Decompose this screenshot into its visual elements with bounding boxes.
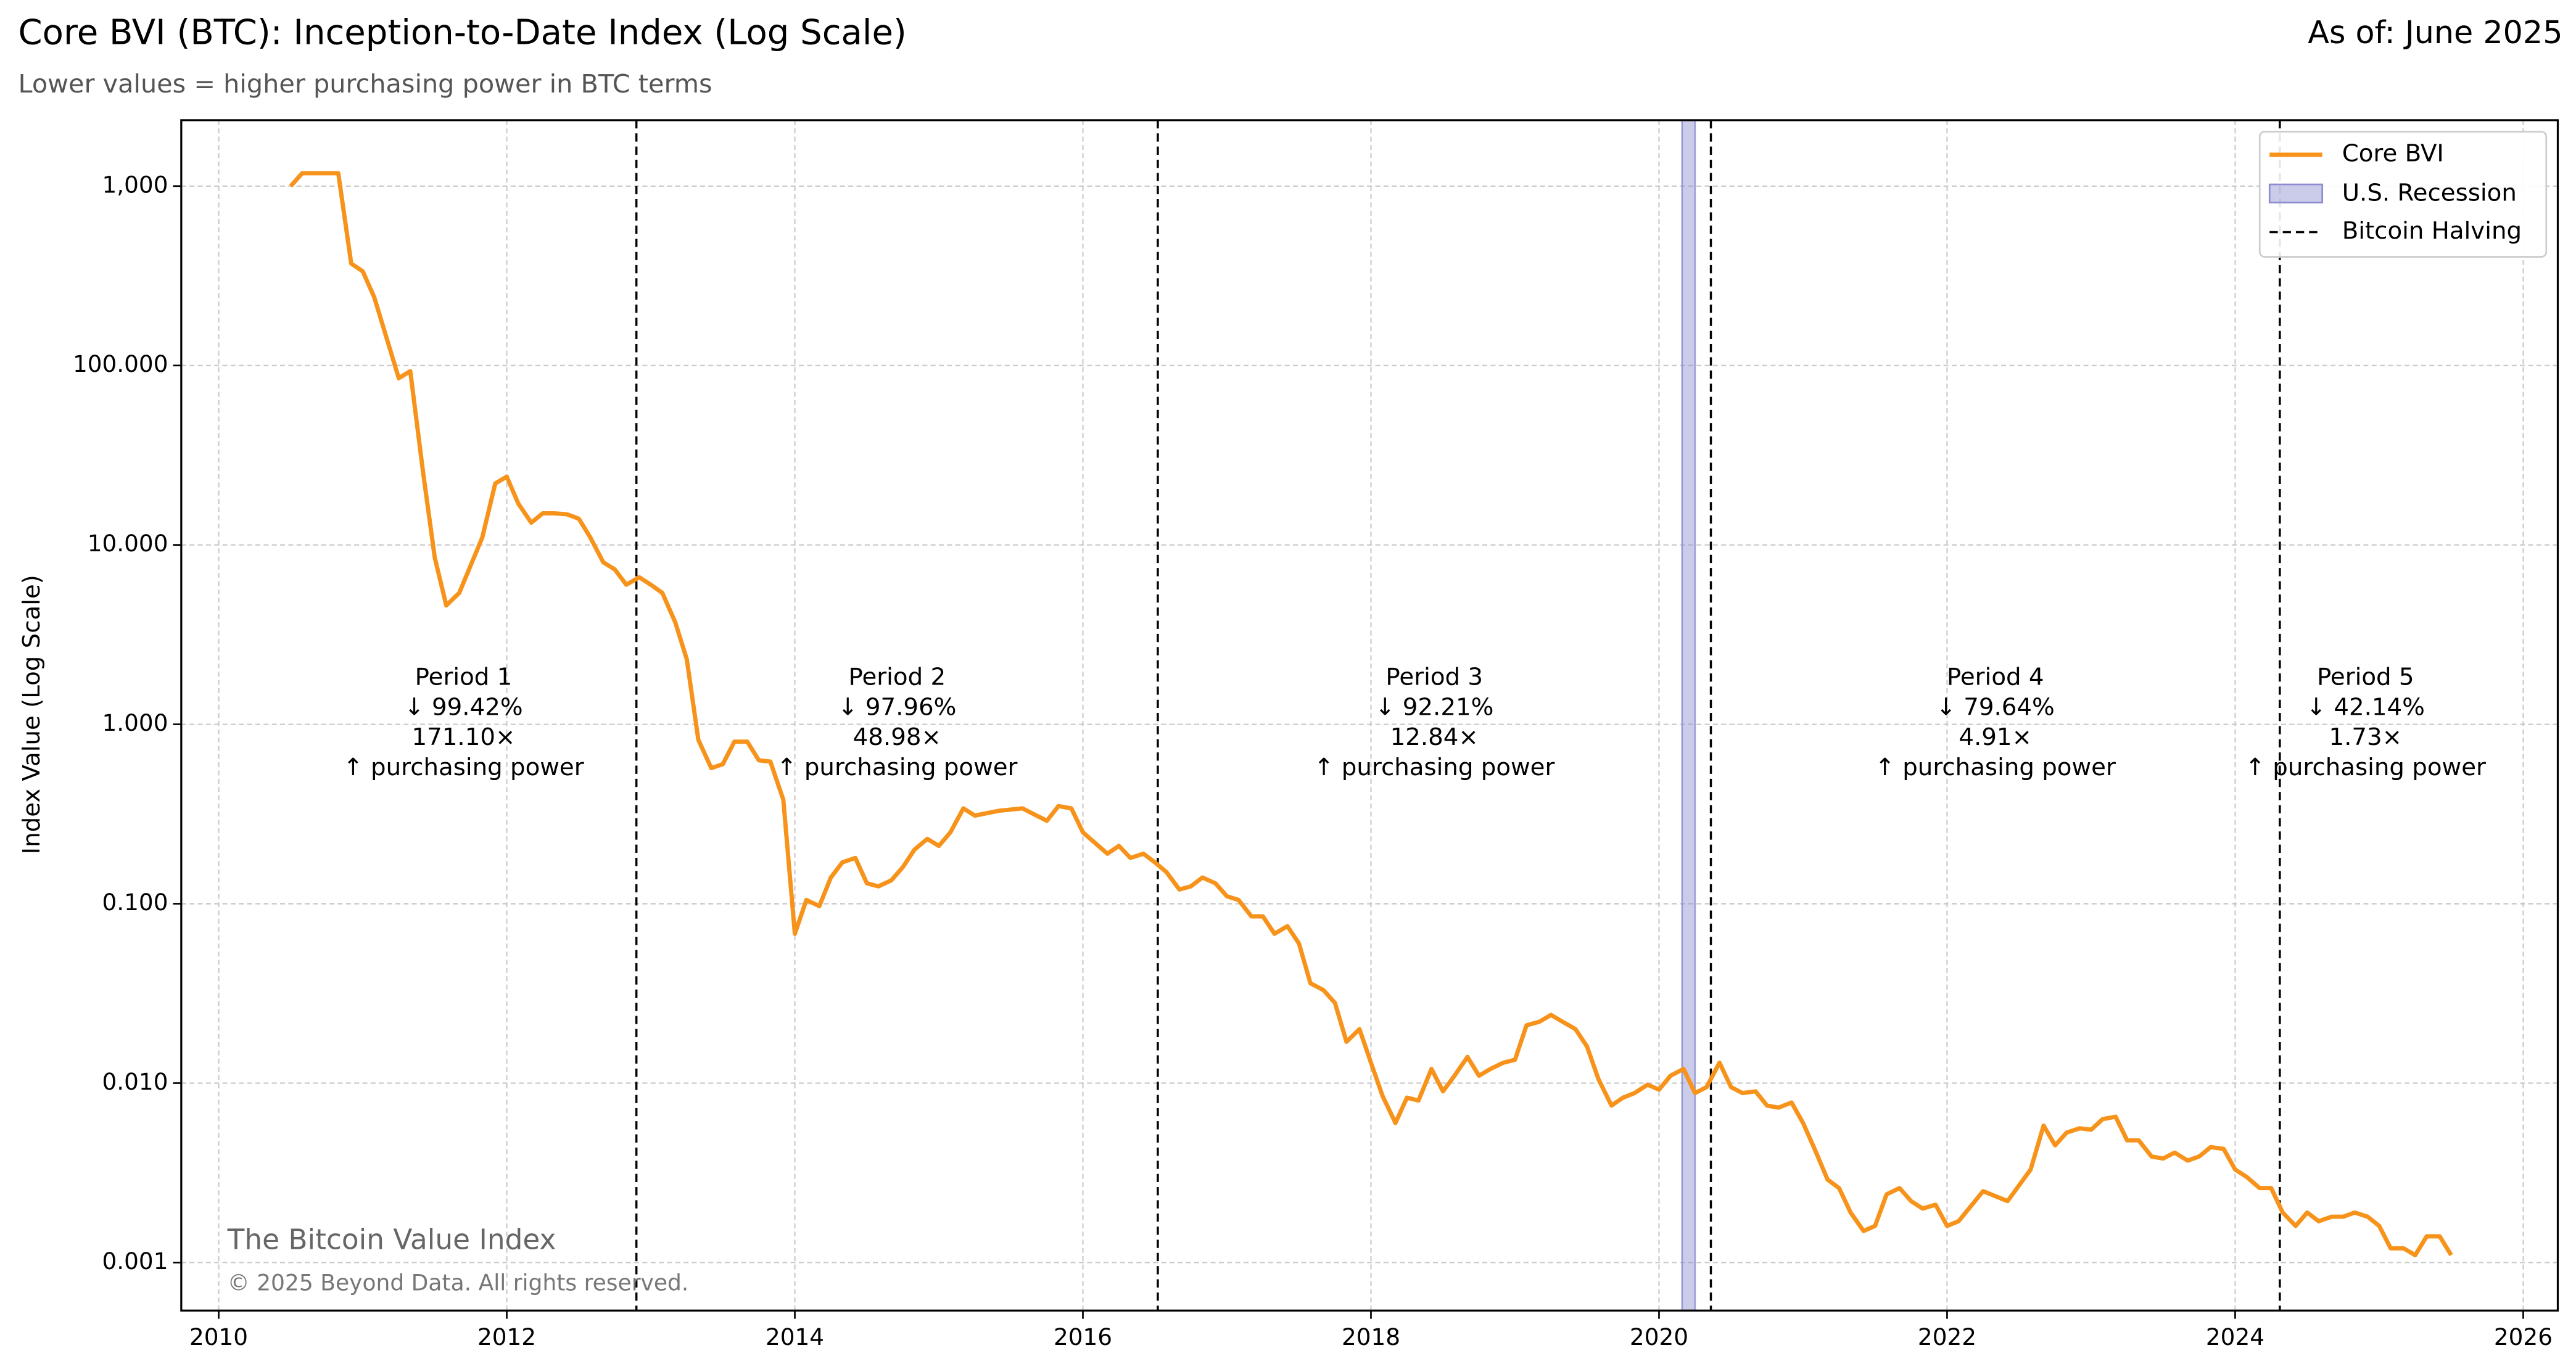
- period-annotation: Period 1: [415, 663, 513, 691]
- period-annotation: 48.98×: [853, 723, 941, 751]
- data-line: [289, 171, 2453, 1257]
- x-tick-label: 2022: [1918, 1323, 1976, 1350]
- y-axis-label: Index Value (Log Scale): [18, 575, 46, 854]
- y-tick-label: 1.000: [102, 709, 168, 736]
- period-annotation: 12.84×: [1390, 723, 1479, 751]
- period-annotation: ↑ purchasing power: [777, 754, 1017, 781]
- period-annotation: ↑ purchasing power: [2245, 754, 2486, 781]
- x-tick-label: 2020: [1630, 1323, 1688, 1350]
- x-tick-label: 2012: [477, 1323, 536, 1350]
- recession-band: [1681, 119, 1696, 1312]
- x-tick-label: 2010: [189, 1323, 248, 1350]
- y-tick-label: 0.100: [102, 889, 168, 916]
- period-annotation: Period 5: [2317, 663, 2414, 691]
- y-tick-label: 0.010: [102, 1068, 168, 1095]
- x-tick-label: 2014: [766, 1323, 824, 1350]
- period-annotation: ↓ 97.96%: [838, 693, 956, 721]
- period-annotation: ↓ 99.42%: [404, 693, 522, 721]
- period-annotation: 171.10×: [412, 723, 516, 751]
- watermark: The Bitcoin Value Index: [227, 1223, 556, 1256]
- x-tick-label: 2026: [2494, 1323, 2553, 1350]
- y-tick-label: 10.000: [88, 530, 168, 557]
- plot-frame: [180, 119, 2559, 1312]
- period-annotation: ↑ purchasing power: [1314, 754, 1554, 781]
- y-tick-label: 1,000: [102, 171, 168, 198]
- x-tick-label: 2016: [1054, 1323, 1112, 1350]
- legend-label: Bitcoin Halving: [2342, 217, 2522, 245]
- legend-box: [2258, 131, 2548, 258]
- legend-swatch: [2268, 183, 2324, 204]
- period-annotation: ↓ 92.21%: [1375, 693, 1493, 721]
- y-tick-label: 100.000: [73, 350, 168, 377]
- period-annotation: 1.73×: [2329, 723, 2402, 751]
- period-annotation: Period 2: [848, 663, 946, 691]
- legend-label: Core BVI: [2342, 139, 2444, 167]
- chart-title: Core BVI (BTC): Inception-to-Date Index …: [19, 13, 907, 53]
- as-of: As of: June 2025: [2308, 14, 2562, 51]
- period-annotation: ↑ purchasing power: [343, 754, 584, 781]
- period-annotation: Period 4: [1947, 663, 2044, 691]
- chart-subtitle: Lower values = higher purchasing power i…: [19, 69, 712, 99]
- y-tick-label: 0.001: [102, 1248, 168, 1275]
- legend-label: U.S. Recession: [2342, 179, 2517, 207]
- period-annotation: ↓ 79.64%: [1936, 693, 2055, 721]
- period-annotation: Period 3: [1385, 663, 1483, 691]
- copyright: © 2025 Beyond Data. All rights reserved.: [228, 1271, 689, 1296]
- period-annotation: ↑ purchasing power: [1875, 754, 2116, 781]
- period-annotation: 4.91×: [1959, 723, 2032, 751]
- x-tick-label: 2018: [1342, 1323, 1400, 1350]
- x-tick-label: 2024: [2206, 1323, 2264, 1350]
- period-annotation: ↓ 42.14%: [2306, 693, 2425, 721]
